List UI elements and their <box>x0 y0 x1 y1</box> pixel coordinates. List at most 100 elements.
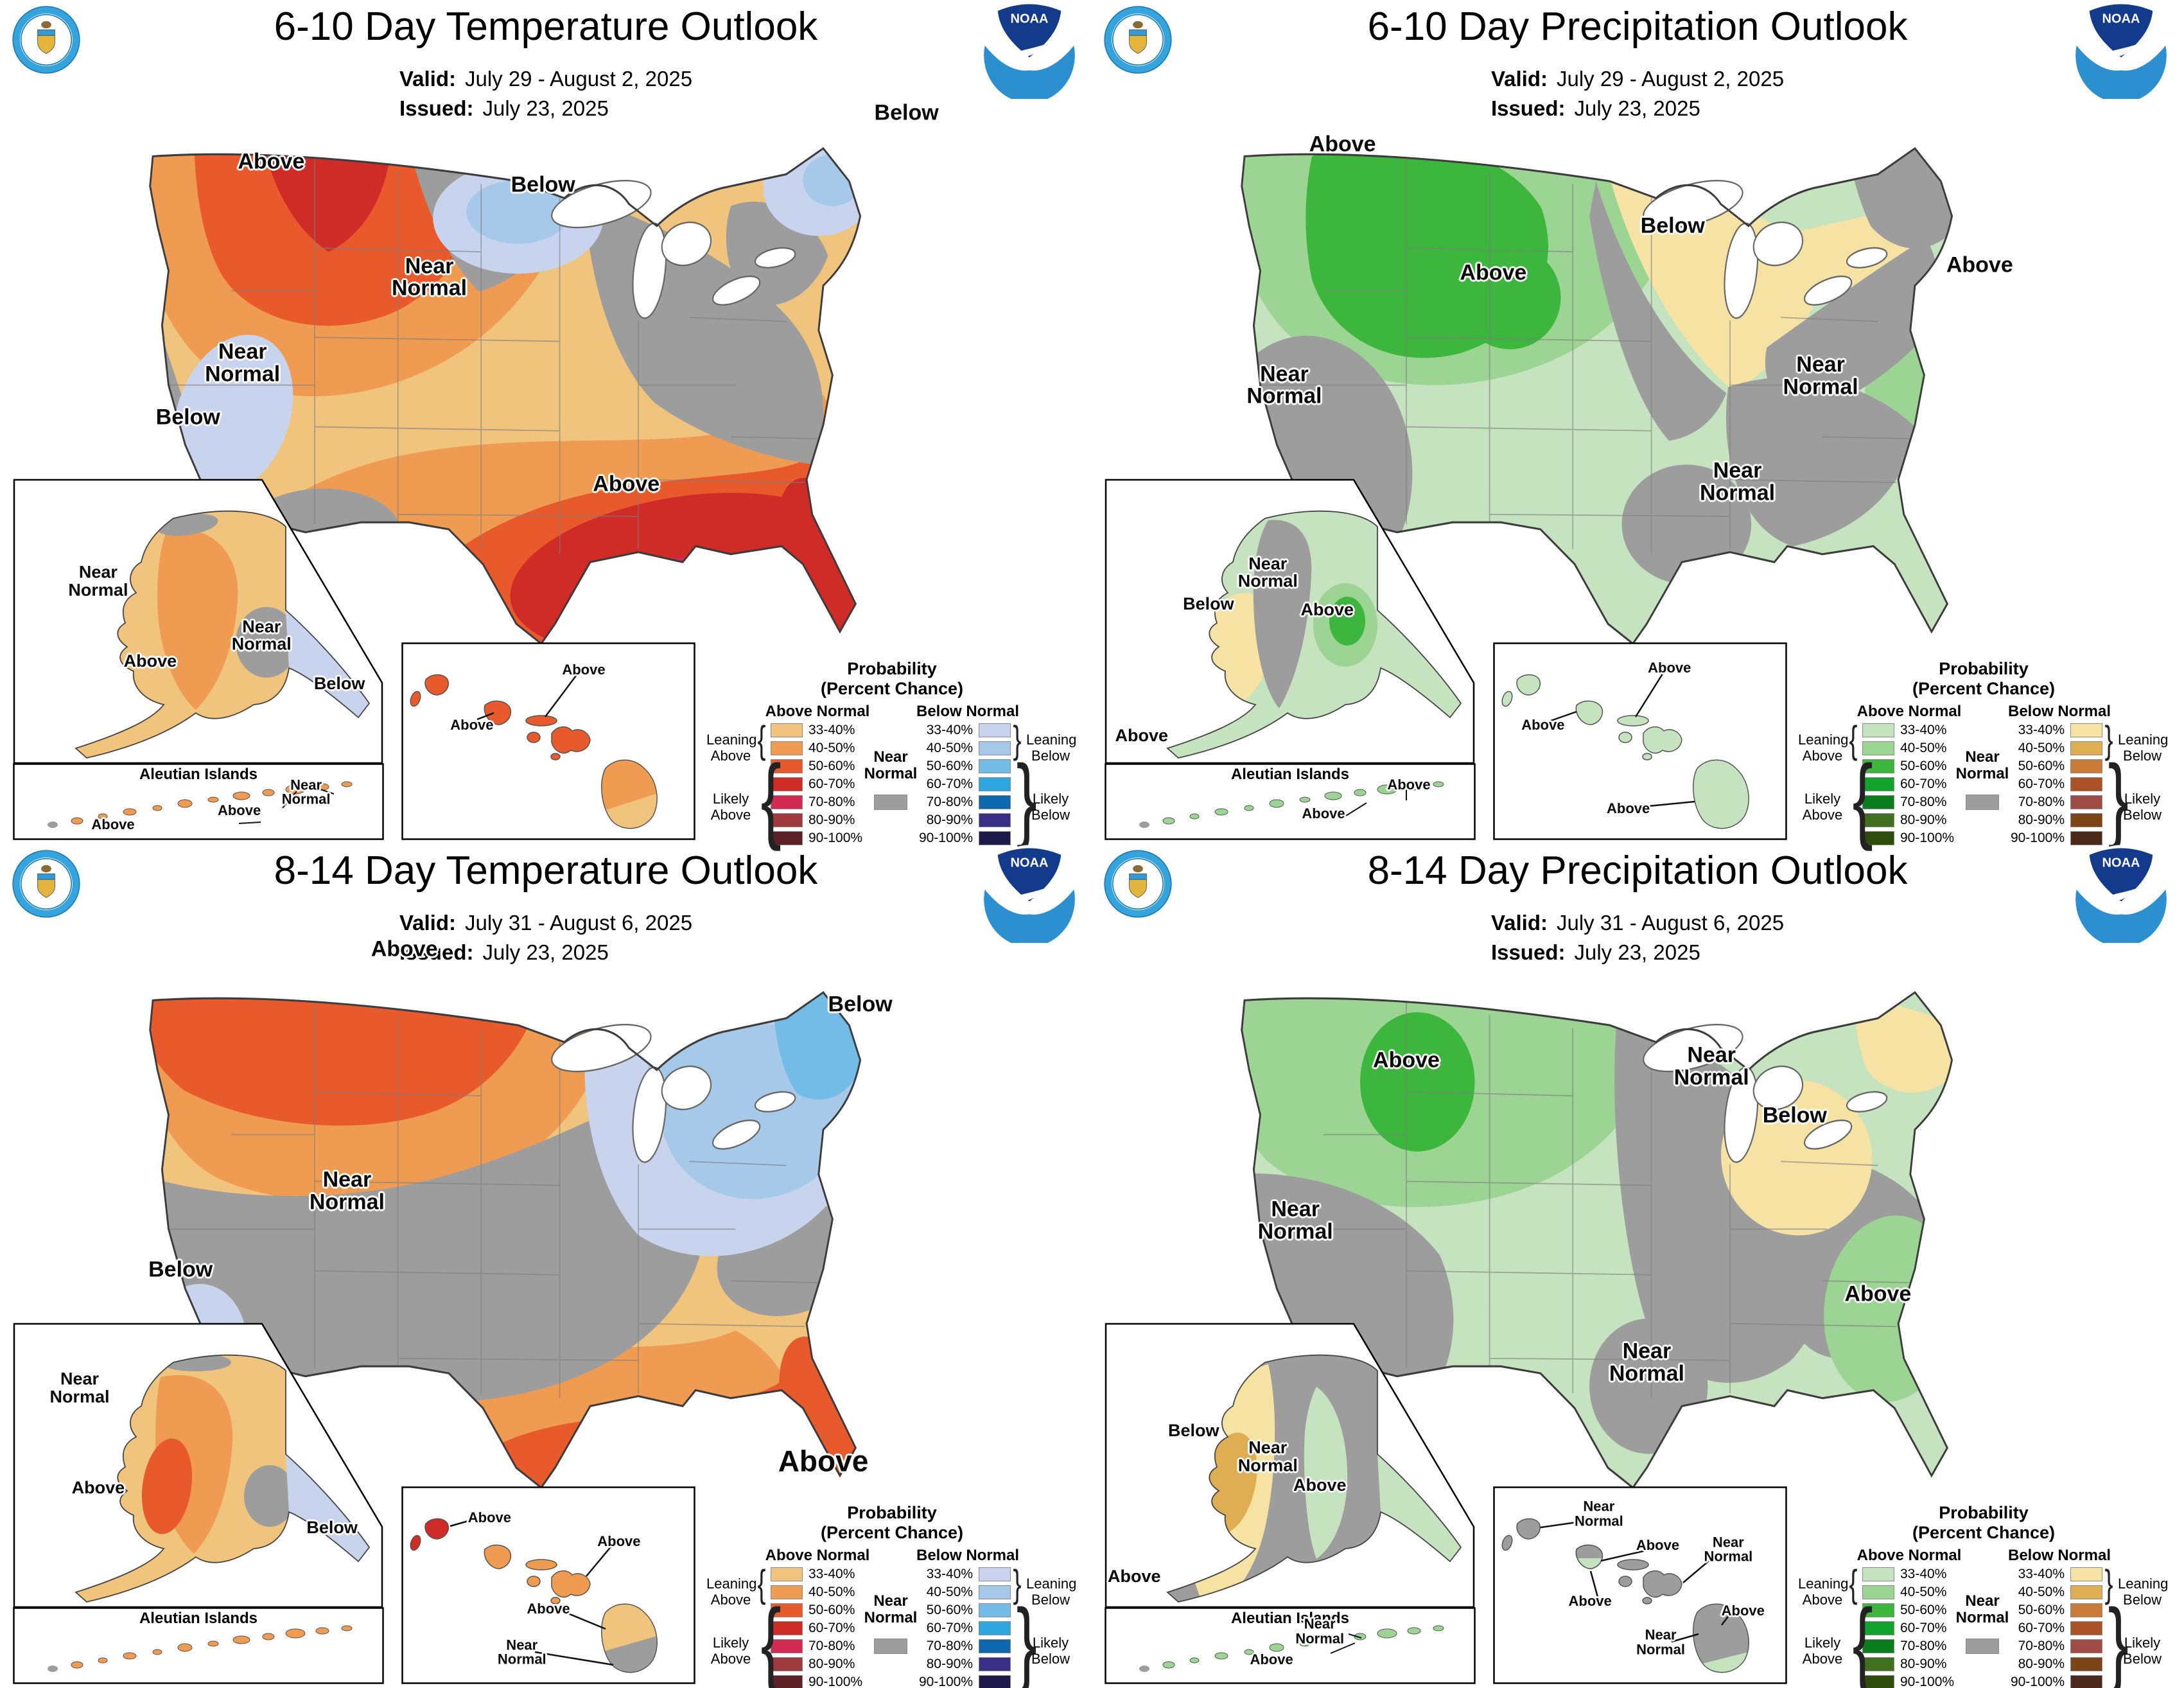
legend-swatch <box>771 759 803 774</box>
legend-range-label: 80-90% <box>1900 1657 1947 1672</box>
probability-legend: Probability (Percent Chance) Above Norma… <box>706 659 1078 849</box>
issued-value: July 23, 2025 <box>1574 940 1700 964</box>
legend-title: Probability <box>1939 1503 2029 1522</box>
legend-swatch <box>1862 795 1894 810</box>
legend-below-swatch-column: 33-40% 40-50% 50-60% 60-70% 70-80% 80-90% 90-1… <box>2011 723 2102 846</box>
legend-title: Probability <box>1939 659 2029 678</box>
legend-row: 90-100% <box>2011 831 2102 846</box>
legend-row: 50-60% <box>920 759 1011 774</box>
legend-near-normal-swatch <box>1966 1638 1999 1654</box>
legend-row: 60-70% <box>771 1621 862 1636</box>
legend-range-label: 40-50% <box>1900 741 1947 756</box>
brace-glyph: { <box>1852 746 1873 852</box>
alaska-inset: Near Normal Above Below <box>13 1323 384 1608</box>
panel-title: 6-10 Day Precipitation Outlook <box>1367 4 1908 49</box>
legend-row: 33-40% <box>771 1567 862 1582</box>
legend-row: 90-100% <box>918 1675 1011 1688</box>
legend-range-label: 80-90% <box>926 1657 973 1672</box>
legend-swatch <box>979 759 1011 774</box>
brace-glyph: } <box>1013 718 1022 762</box>
legend-range-label: 40-50% <box>2018 741 2065 756</box>
legend-swatch <box>979 813 1011 828</box>
legend-range-label: 80-90% <box>926 813 973 828</box>
alaska-inset: Near Normal Above Near Normal Below <box>13 479 384 764</box>
brace-glyph: } <box>2108 746 2129 852</box>
legend-near-normal-label: Near Normal <box>864 748 918 783</box>
legend-range-label: 50-60% <box>808 1603 855 1618</box>
legend-swatch <box>979 795 1011 810</box>
brace-glyph: { <box>1852 1590 1873 1688</box>
legend-right-side-labels: Leaning Below Likely Below <box>1026 723 1076 849</box>
legend-brace-right: } } <box>1011 718 1037 849</box>
legend-range-label: 60-70% <box>808 1621 855 1636</box>
legend-row: 50-60% <box>771 759 862 774</box>
legend-swatch <box>2070 777 2102 792</box>
brace-glyph: { <box>1849 718 1858 762</box>
legend-range-label: 80-90% <box>808 813 855 828</box>
noaa-logo: NOAA <box>2072 0 2171 103</box>
legend-swatch <box>979 1621 1011 1636</box>
legend-swatch <box>979 777 1011 792</box>
legend-below-normal-header: Below Normal <box>916 1547 1020 1565</box>
legend-row: 80-90% <box>771 1657 862 1672</box>
legend-range-label: 90-100% <box>918 1675 973 1688</box>
legend-swatch <box>1862 777 1894 792</box>
panel-8-14-precipitation: NOAA 8-14 Day Precipitation Outlook Vali… <box>1092 844 2183 1688</box>
legend-swatch <box>2070 831 2102 846</box>
probability-legend: Probability (Percent Chance) Above Norma… <box>1798 1503 2169 1688</box>
alaska-inset: Below Near Normal Above Above <box>1105 1323 1476 1608</box>
legend-leaning-below-label: Leaning Below <box>2118 1576 2169 1608</box>
panel-6-10-temperature: NOAA 6-10 Day Temperature Outlook Valid:… <box>0 0 1092 847</box>
panel-6-10-precipitation: NOAA 6-10 Day Precipitation Outlook Vali… <box>1092 0 2183 852</box>
legend-swatch <box>979 1657 1011 1672</box>
svg-text:NOAA: NOAA <box>2102 856 2140 870</box>
legend-swatch <box>2070 759 2102 774</box>
legend-range-label: 70-80% <box>926 795 973 810</box>
legend-swatch <box>979 723 1011 738</box>
legend-likely-above-label: Likely Above <box>710 791 751 823</box>
legend-row: 40-50% <box>1862 1585 1953 1600</box>
legend-row: 70-80% <box>920 795 1011 810</box>
aleutian-islands-inset: Aleutian Islands Near Normal Above <box>1105 1607 1476 1684</box>
legend-swatch <box>771 813 803 828</box>
legend-range-label: 60-70% <box>1900 1621 1947 1636</box>
legend-swatch <box>1862 1585 1894 1600</box>
legend-range-label: 33-40% <box>808 723 855 738</box>
legend-near-normal-swatch <box>874 794 907 810</box>
brace-glyph: } <box>1016 746 1037 852</box>
legend-above-swatch-column: 33-40% 40-50% 50-60% 60-70% 70-80% 80-90% 90-1… <box>1862 723 1954 846</box>
brace-glyph: } <box>1013 1562 1022 1606</box>
legend-row: 70-80% <box>771 795 862 810</box>
legend-row: 70-80% <box>920 1639 1011 1654</box>
dept-of-commerce-logo <box>10 4 82 76</box>
valid-value: July 29 - August 2, 2025 <box>464 67 693 91</box>
legend-range-label: 33-40% <box>926 723 973 738</box>
legend-row: 70-80% <box>1862 795 1953 810</box>
legend-leaning-below-label: Leaning Below <box>2118 732 2169 764</box>
legend-range-label: 50-60% <box>926 1603 973 1618</box>
legend-swatch <box>771 1657 803 1672</box>
legend-range-label: 80-90% <box>2018 813 2065 828</box>
legend-near-normal-label: Near Normal <box>1955 748 2009 783</box>
legend-swatch <box>979 831 1011 846</box>
legend-row: 80-90% <box>1862 1657 1953 1672</box>
noaa-logo-text: NOAA <box>1011 12 1049 26</box>
legend-range-label: 90-100% <box>808 831 863 846</box>
legend-title: Probability <box>847 659 937 678</box>
legend-row: 70-80% <box>2011 1639 2102 1654</box>
legend-swatch <box>2070 1621 2102 1636</box>
seagull-icon <box>1008 42 1051 58</box>
legend-row: 40-50% <box>1862 741 1953 756</box>
legend-row: 60-70% <box>2011 777 2102 792</box>
legend-below-normal-header: Below Normal <box>2007 703 2111 721</box>
aleutian-islands-inset: Aleutian Islands Near Normal Above Above <box>13 763 384 840</box>
legend-range-label: 60-70% <box>808 777 855 792</box>
legend-row: 33-40% <box>920 1567 1011 1582</box>
legend-swatch <box>1862 741 1894 756</box>
noaa-logo: NOAA <box>980 0 1079 103</box>
aleutian-islands-title: Aleutian Islands <box>1230 1610 1350 1627</box>
legend-range-label: 33-40% <box>808 1567 855 1582</box>
brace-glyph: { <box>757 1562 766 1606</box>
legend-row: 40-50% <box>920 741 1011 756</box>
